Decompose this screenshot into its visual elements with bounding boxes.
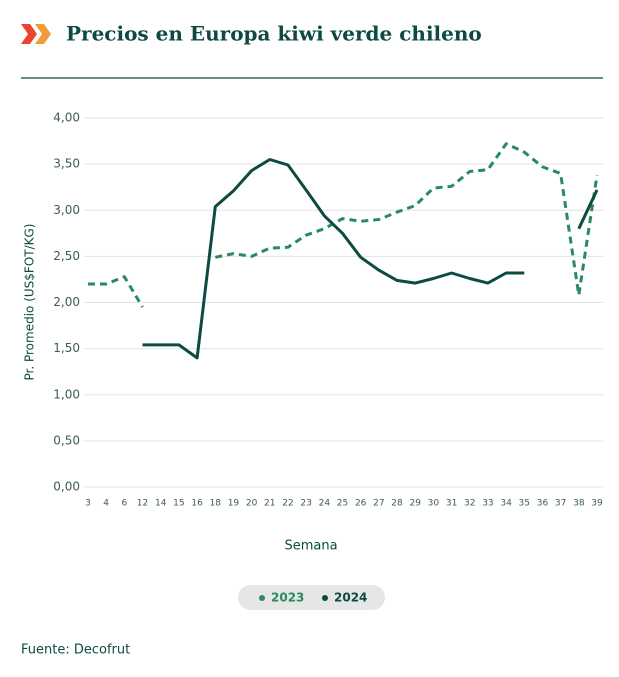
x-tick-label: 3 — [85, 499, 91, 509]
x-tick-label: 37 — [555, 499, 566, 509]
y-tick-label: 3,00 — [53, 203, 80, 217]
x-tick-label: 24 — [319, 499, 331, 509]
y-axis-label: Pr. Promedio (US$FOT/KG) — [23, 224, 37, 381]
x-tick-label: 31 — [446, 499, 457, 509]
x-axis-label: Semana — [284, 539, 337, 554]
x-tick-label: 14 — [155, 499, 167, 509]
x-tick-label: 36 — [537, 499, 549, 509]
x-tick-label: 27 — [373, 499, 384, 509]
source-note: Fuente: Decofrut — [21, 643, 130, 658]
y-tick-label: 0,00 — [53, 480, 80, 494]
x-tick-label: 32 — [464, 499, 475, 509]
y-tick-label: 2,50 — [53, 249, 80, 263]
x-tick-label: 30 — [428, 499, 440, 509]
legend-label: 2023 — [271, 591, 304, 605]
x-tick-label: 18 — [210, 499, 222, 509]
x-tick-label: 12 — [137, 499, 148, 509]
x-tick-label: 26 — [355, 499, 367, 509]
x-tick-label: 34 — [500, 499, 512, 509]
series-line — [88, 142, 599, 308]
x-tick-label: 35 — [519, 499, 530, 509]
x-tick-label: 4 — [103, 499, 109, 509]
legend-marker — [259, 595, 265, 601]
legend-box — [238, 585, 385, 610]
legend-label: 2024 — [334, 591, 367, 605]
y-tick-label: 4,00 — [53, 111, 80, 125]
y-tick-label: 3,50 — [53, 157, 80, 171]
x-tick-label: 39 — [591, 499, 603, 509]
logo-icon — [21, 24, 51, 44]
x-tick-label: 16 — [191, 499, 203, 509]
x-tick-label: 15 — [173, 499, 184, 509]
x-tick-label: 28 — [391, 499, 403, 509]
x-tick-label: 22 — [282, 499, 293, 509]
x-tick-label: 23 — [300, 499, 311, 509]
series-line — [142, 158, 599, 360]
y-tick-label: 2,00 — [53, 295, 80, 309]
x-tick-label: 33 — [482, 499, 493, 509]
x-tick-label: 20 — [246, 499, 258, 509]
chart-title: Precios en Europa kiwi verde chileno — [66, 22, 482, 46]
y-tick-label: 0,50 — [53, 433, 80, 447]
x-tick-label: 21 — [264, 499, 275, 509]
y-tick-label: 1,50 — [53, 341, 80, 355]
x-tick-label: 6 — [121, 499, 127, 509]
y-tick-label: 1,00 — [53, 387, 80, 401]
x-tick-label: 38 — [573, 499, 585, 509]
x-tick-label: 29 — [409, 499, 421, 509]
x-tick-label: 25 — [337, 499, 348, 509]
x-tick-label: 19 — [228, 499, 240, 509]
legend-marker — [322, 595, 328, 601]
